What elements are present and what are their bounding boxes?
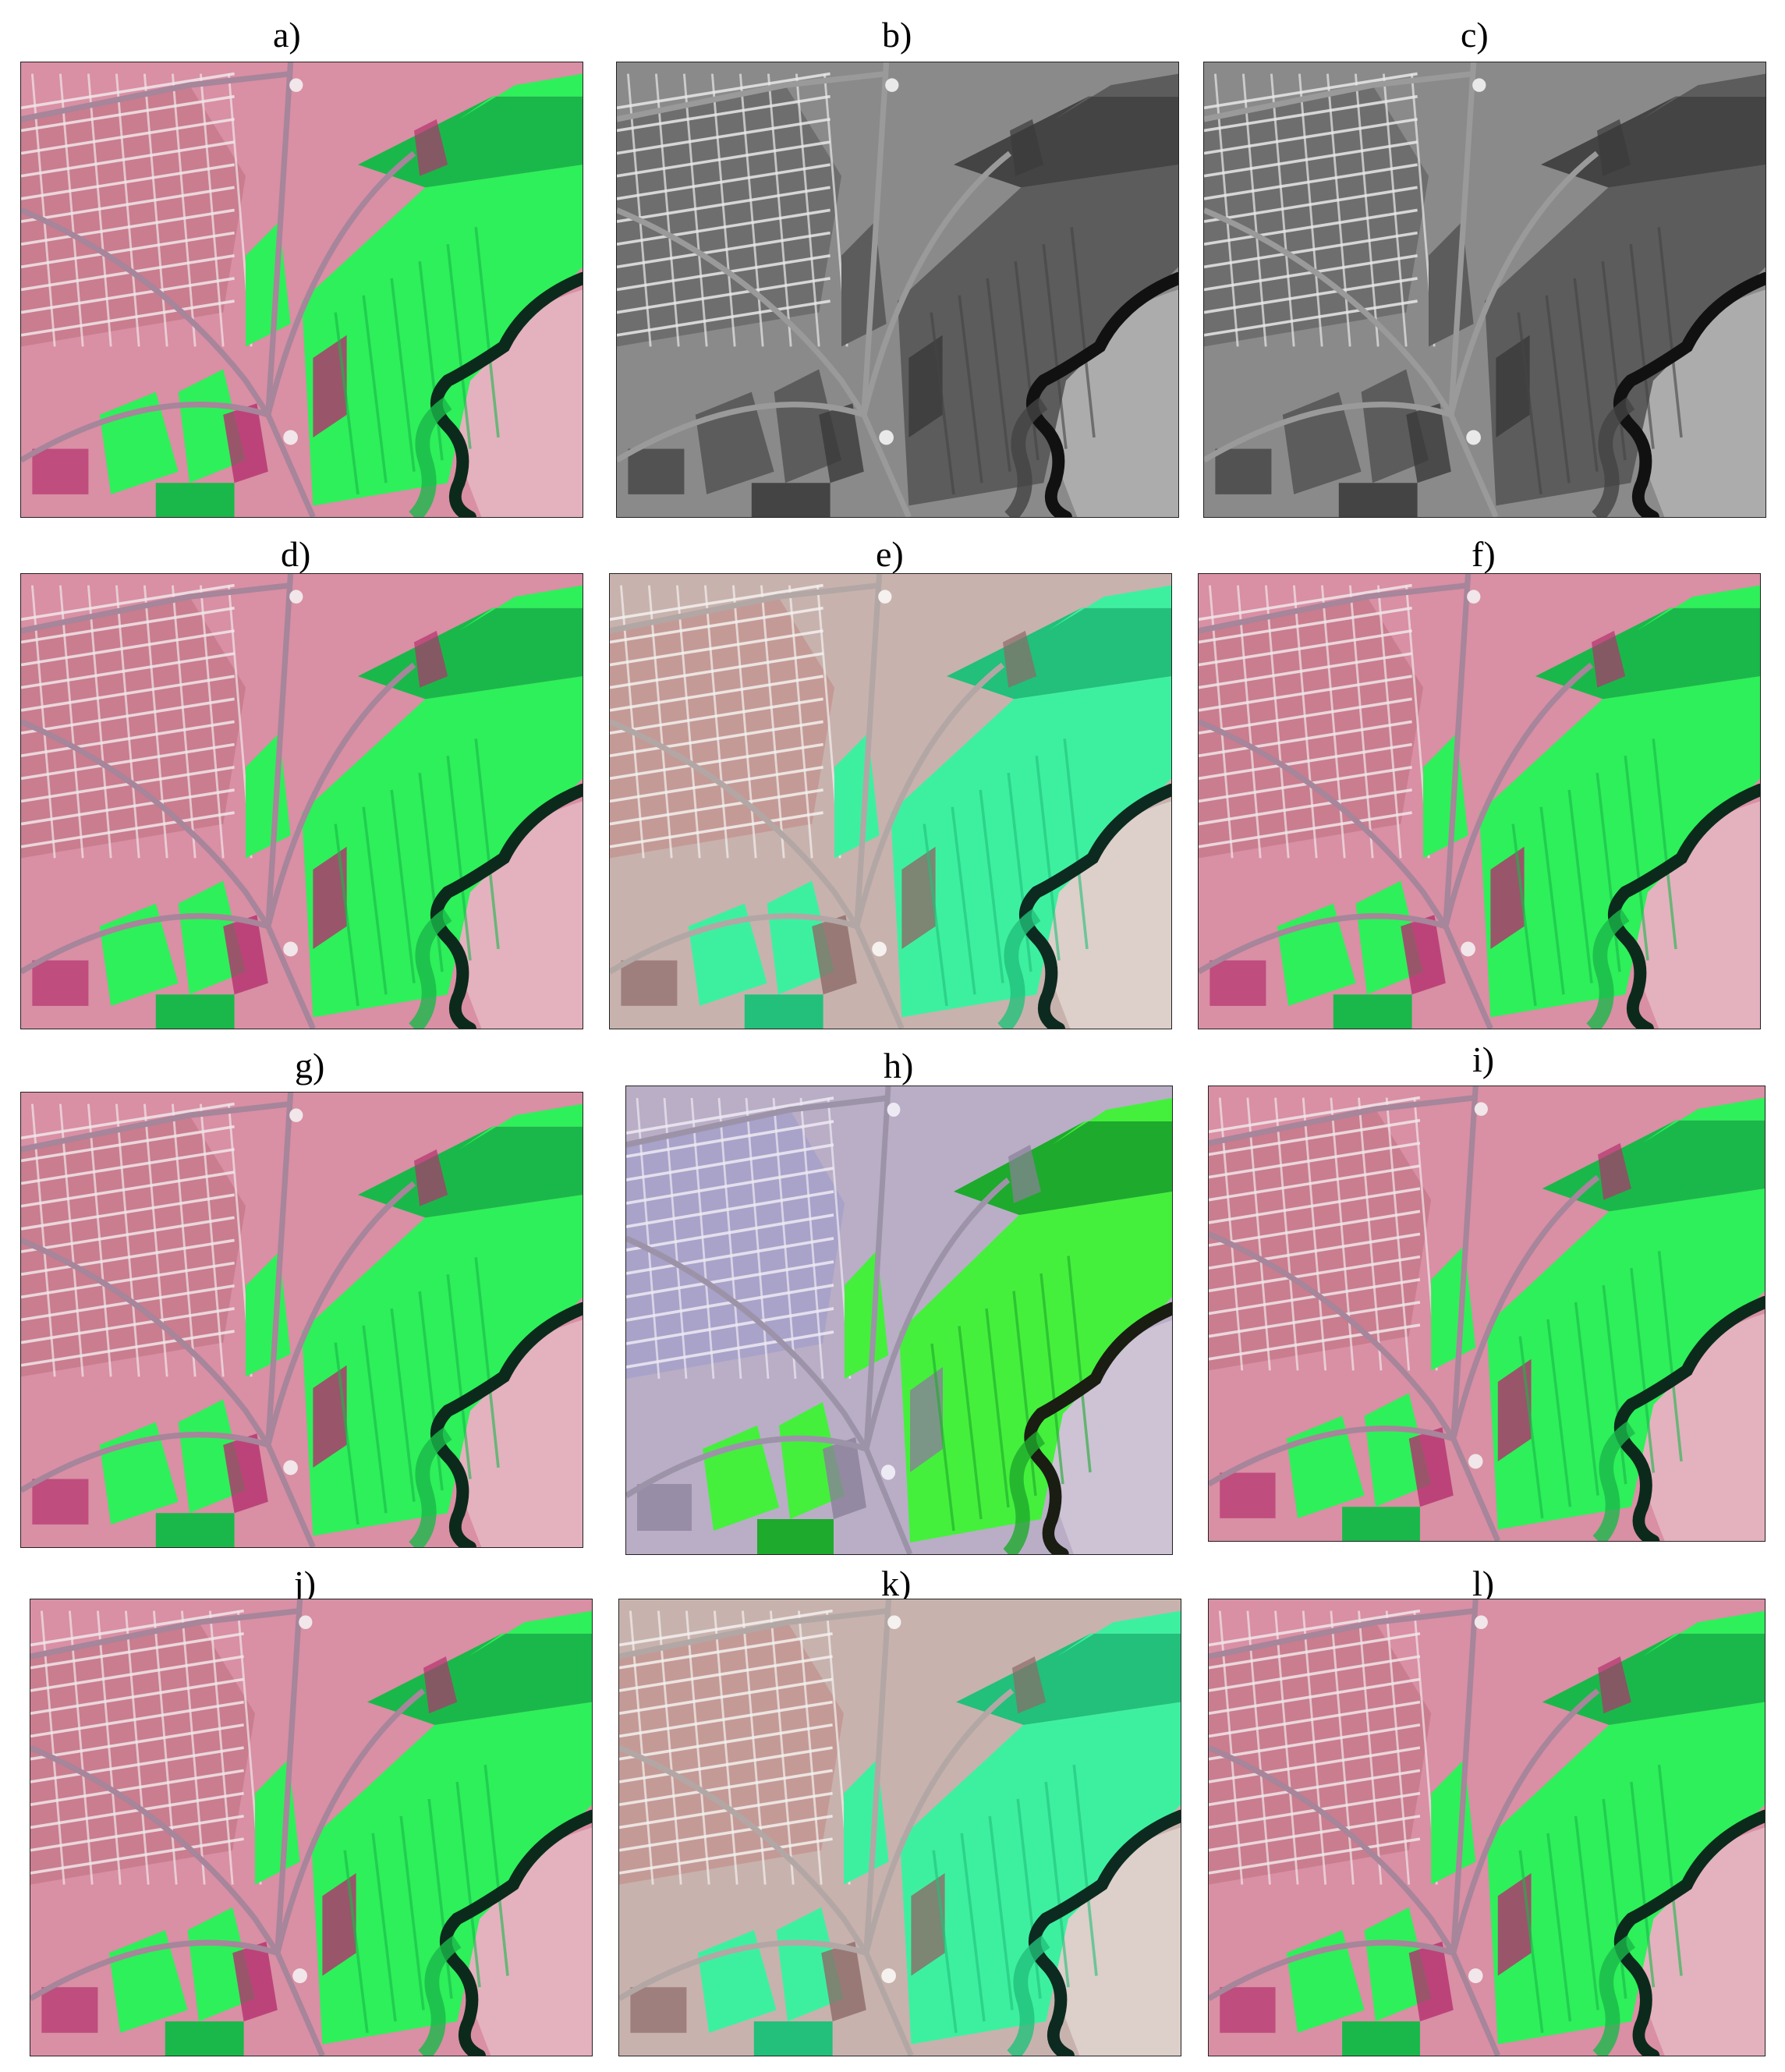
landscape-scene: [626, 1086, 1172, 1554]
town-area: [1199, 583, 1430, 859]
roads: [30, 1599, 426, 2056]
roads: [21, 574, 416, 1029]
panel-label-a: a): [273, 15, 301, 55]
town-area: [1204, 72, 1436, 347]
town-area: [1209, 1096, 1438, 1371]
satellite-image-e: [609, 573, 1172, 1029]
town-area: [617, 72, 848, 347]
satellite-image-j: [30, 1599, 593, 2056]
satellite-image-f: [1198, 573, 1761, 1029]
river: [1003, 1302, 1172, 1554]
satellite-image-g: [20, 1092, 583, 1548]
town-area: [610, 583, 841, 859]
river: [1586, 783, 1760, 1029]
panel-label-d: d): [281, 534, 311, 574]
landscape-scene: [617, 62, 1178, 517]
landscape-scene: [21, 62, 583, 517]
field-parcels: [32, 73, 583, 517]
field-parcels: [637, 1098, 1172, 1554]
roads: [610, 574, 1005, 1029]
landscape-scene: [1209, 1086, 1765, 1541]
satellite-image-l: [1208, 1599, 1766, 2056]
panel-label-c: c): [1461, 15, 1489, 55]
panel-label-k: k): [881, 1564, 912, 1603]
field-parcels: [1209, 585, 1760, 1029]
satellite-image-c: [1203, 62, 1766, 518]
panel-label-g: g): [295, 1046, 325, 1086]
river: [1592, 271, 1766, 517]
landscape-scene: [1199, 574, 1760, 1029]
roads: [1209, 1086, 1600, 1541]
river: [409, 1302, 583, 1547]
town-area: [21, 72, 253, 347]
satellite-image-a: [20, 62, 583, 518]
river: [997, 783, 1171, 1029]
field-parcels: [32, 1103, 583, 1547]
panel-label-l: l): [1472, 1564, 1495, 1603]
roads: [1209, 1599, 1600, 2056]
satellite-image-h: [625, 1086, 1173, 1555]
field-parcels: [628, 73, 1178, 517]
field-parcels: [32, 585, 583, 1029]
roads: [619, 1599, 1015, 2056]
river: [409, 783, 583, 1029]
roads: [1204, 62, 1599, 517]
roads: [626, 1086, 1011, 1554]
town-area: [21, 1102, 253, 1377]
field-parcels: [630, 1610, 1181, 2056]
town-area: [21, 583, 253, 859]
river: [418, 1809, 592, 2056]
river: [1007, 1809, 1181, 2056]
roads: [1199, 574, 1594, 1029]
landscape-scene: [1204, 62, 1766, 517]
landscape-scene: [1209, 1599, 1765, 2056]
satellite-image-b: [616, 62, 1179, 518]
river: [1592, 1295, 1765, 1541]
panel-label-f: f): [1472, 534, 1496, 574]
river: [409, 271, 583, 517]
panel-label-j: j): [294, 1564, 317, 1603]
town-area: [626, 1096, 852, 1380]
panel-label-e: e): [876, 534, 904, 574]
river: [1004, 271, 1178, 517]
satellite-image-k: [618, 1599, 1181, 2056]
town-area: [30, 1609, 262, 1885]
roads: [21, 1093, 416, 1547]
field-parcels: [1220, 1610, 1765, 2056]
landscape-scene: [21, 1093, 583, 1547]
town-area: [1209, 1609, 1438, 1885]
field-parcels: [621, 585, 1171, 1029]
panel-label-b: b): [882, 15, 912, 55]
landscape-scene: [30, 1599, 592, 2056]
river: [1592, 1809, 1765, 2056]
roads: [617, 62, 1012, 517]
landscape-scene: [619, 1599, 1181, 2056]
panel-label-h: h): [884, 1046, 914, 1086]
landscape-scene: [610, 574, 1171, 1029]
landscape-scene: [21, 574, 583, 1029]
satellite-image-i: [1208, 1086, 1766, 1542]
roads: [21, 62, 416, 517]
panel-label-i: i): [1472, 1040, 1495, 1079]
satellite-image-d: [20, 573, 583, 1029]
field-parcels: [1215, 73, 1766, 517]
